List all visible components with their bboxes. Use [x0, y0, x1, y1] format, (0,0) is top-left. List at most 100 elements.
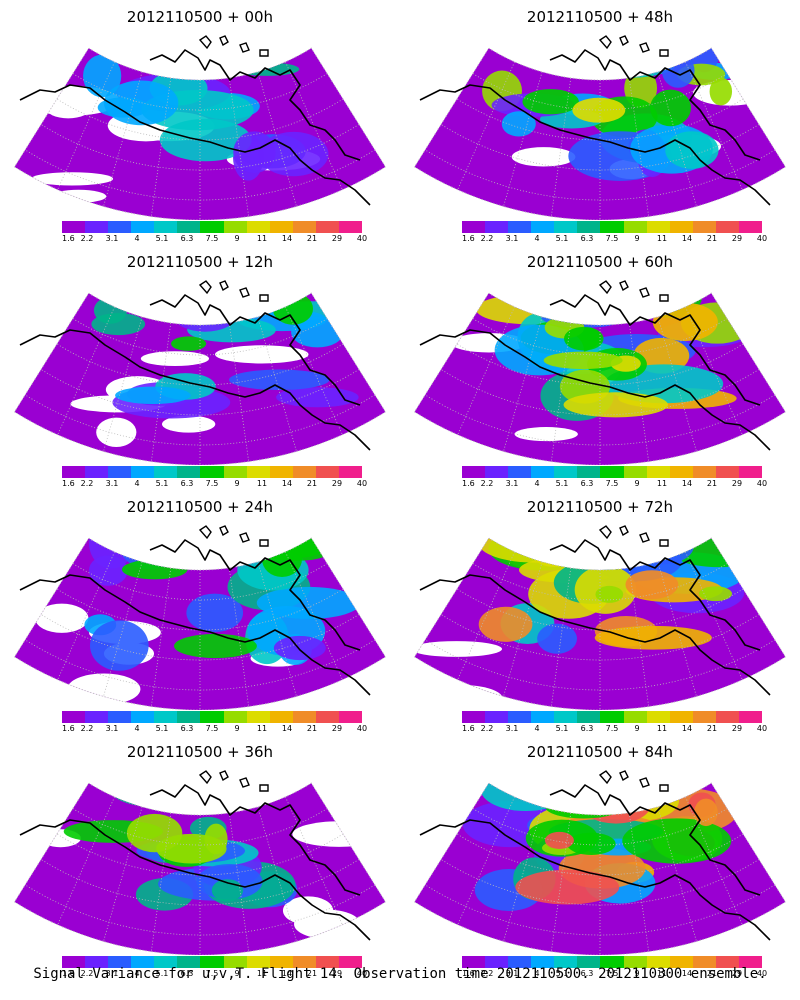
- colorbar-tick-label: 4: [134, 969, 140, 978]
- variance-blob: [501, 111, 536, 137]
- colorbar-segment: [646, 956, 670, 968]
- colorbar-tick-label: 40: [756, 724, 768, 733]
- colorbar-segment: [554, 466, 578, 478]
- colorbar-segment: [131, 711, 155, 723]
- colorbar-tick-label: 11: [256, 234, 268, 243]
- map-outline: [13, 47, 387, 220]
- graticule-line: [503, 71, 543, 207]
- colorbar-ticks: 1.6 2.2 3.1 4 5.1 6.3 7.5 9 11 14 21 29 40: [462, 969, 767, 979]
- graticule-line: [424, 149, 776, 201]
- colorbar-segment: [108, 711, 132, 723]
- coastline: [419, 49, 771, 206]
- variance-blob: [698, 586, 733, 602]
- map-outline: [413, 782, 787, 955]
- panel-36h: 2012110500 + 36h 1.6 2.2 3.1 4 5.1 6.3 7.5 9 11 1…: [0, 735, 400, 980]
- graticule-line: [657, 806, 697, 942]
- variance-blob: [121, 559, 188, 580]
- map: [413, 280, 787, 465]
- graticule-line: [457, 61, 515, 190]
- variance-blob: [650, 89, 692, 127]
- colorbar-tick-label: 4: [534, 724, 540, 733]
- variance-blob: [543, 351, 623, 370]
- colorbar-segment: [692, 221, 716, 233]
- colorbar-segment: [246, 956, 270, 968]
- coastline-islands: [198, 280, 269, 302]
- variance-blob: [31, 172, 114, 186]
- colorbar-segment: [554, 711, 578, 723]
- colorbar-tick-label: 5.1: [555, 969, 569, 978]
- colorbar-segment: [62, 466, 86, 478]
- colorbar-tick-label: 9: [634, 969, 640, 978]
- panel-60h: 2012110500 + 60h 1.6 2.2 3.1 4 5.1 6.3 7.5 9 11 1…: [400, 245, 800, 490]
- graticule-line: [457, 551, 515, 680]
- colorbar-segment: [292, 221, 316, 233]
- colorbar-tick-label: 2.2: [80, 479, 94, 488]
- colorbar-segment: [646, 221, 670, 233]
- colorbar-tick-label: 1.6: [62, 479, 75, 488]
- colorbar-segment: [315, 221, 339, 233]
- colorbar-tick-label: 5.1: [555, 234, 569, 243]
- colorbar-segment: [108, 466, 132, 478]
- colorbar-ticks: 1.6 2.2 3.1 4 5.1 6.3 7.5 9 11 14 21 29 40: [62, 234, 367, 244]
- variance-blob: [545, 795, 623, 819]
- colorbar-tick-label: 21: [306, 724, 318, 733]
- colorbar-segment: [154, 466, 178, 478]
- map-outline: [13, 292, 387, 465]
- graticule-line: [72, 563, 328, 601]
- variance-blob: [625, 538, 661, 560]
- variance-blob: [88, 555, 128, 586]
- colorbar-segment: [692, 956, 716, 968]
- colorbar-segment: [200, 466, 224, 478]
- colorbar-tick-label: 1.6: [462, 724, 475, 733]
- colorbar-segment: [508, 956, 532, 968]
- colorbar-segment: [315, 956, 339, 968]
- coastline: [19, 539, 371, 696]
- colorbar-tick-label: 29: [331, 969, 343, 978]
- variance-blob: [35, 603, 89, 633]
- colorbar-tick-label: 11: [656, 234, 668, 243]
- colorbar-segment: [508, 711, 532, 723]
- colorbar-tick-label: 1.6: [462, 479, 475, 488]
- variance-blob: [89, 620, 149, 671]
- panel-12h: 2012110500 + 12h 1.6 2.2 3.1 4 5.1 6.3 7.5 9 11 1…: [0, 245, 400, 490]
- colorbar-segment: [577, 221, 601, 233]
- colorbar-segment: [600, 956, 624, 968]
- colorbar-segment: [623, 711, 647, 723]
- colorbar-tick-label: 40: [356, 724, 368, 733]
- graticule-line: [24, 639, 376, 691]
- variance-blob: [514, 427, 578, 442]
- coastline: [419, 784, 771, 941]
- colorbar-segment: [177, 956, 201, 968]
- panel-title: 2012110500 + 24h: [126, 498, 274, 516]
- colorbar-tick-label: 29: [731, 234, 743, 243]
- colorbar-tick-label: 9: [234, 479, 240, 488]
- variance-blob: [478, 538, 593, 563]
- coastline-islands: [598, 280, 669, 302]
- variance-blob: [557, 54, 675, 79]
- colorbar: [62, 711, 363, 723]
- colorbar-tick-label: 6.3: [580, 969, 594, 978]
- colorbar: [462, 221, 763, 233]
- variance-blob: [273, 635, 326, 661]
- graticule-line: [440, 124, 760, 171]
- graticule-line: [472, 563, 728, 601]
- colorbar-segment: [600, 466, 624, 478]
- variance-blob: [51, 189, 107, 203]
- colorbar-segment: [715, 221, 739, 233]
- graticule-line: [503, 561, 543, 697]
- colorbar-tick-label: 11: [256, 479, 268, 488]
- colorbar-tick-label: 3.1: [105, 724, 119, 733]
- colorbar-segment: [508, 221, 532, 233]
- colorbar-segment: [462, 956, 486, 968]
- variance-blob: [515, 869, 620, 905]
- colorbar-segment: [85, 956, 109, 968]
- colorbar-segment: [338, 221, 363, 233]
- colorbar-segment: [269, 711, 293, 723]
- colorbar-tick-label: 6.3: [180, 724, 194, 733]
- colorbar-segment: [177, 711, 201, 723]
- variance-blob: [171, 336, 207, 351]
- coastline: [419, 294, 771, 451]
- colorbar-segment: [292, 711, 316, 723]
- variance-blob: [156, 833, 227, 864]
- variance-blob: [652, 302, 718, 342]
